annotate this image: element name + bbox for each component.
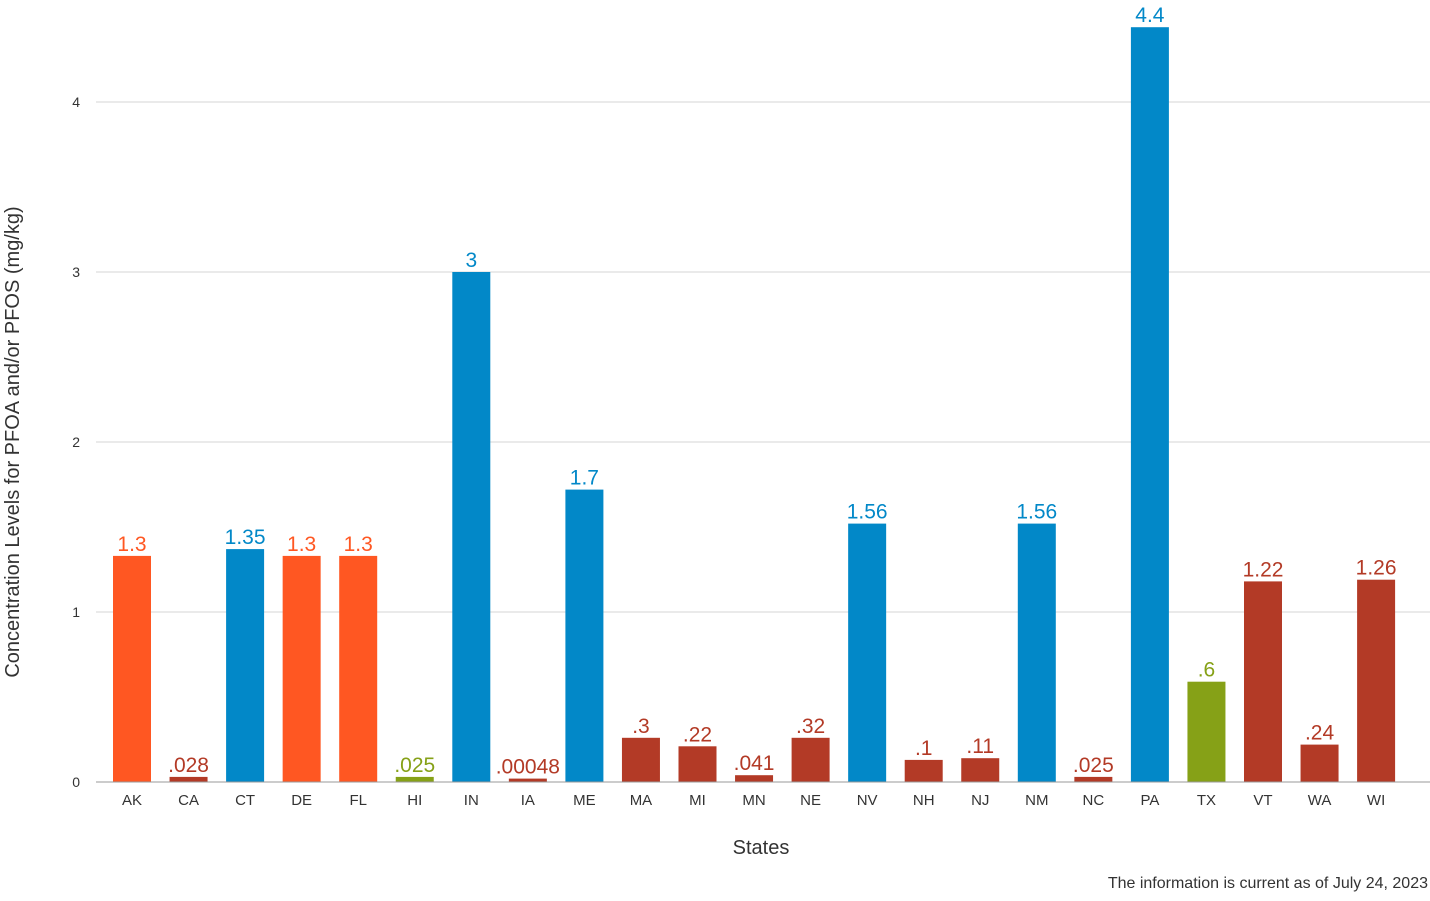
footnote: The information is current as of July 24… xyxy=(1108,875,1428,892)
bar-wi xyxy=(1357,579,1396,782)
x-tick-label: NJ xyxy=(971,792,989,809)
data-label: 1.56 xyxy=(1016,501,1057,524)
bars xyxy=(113,27,1396,782)
x-tick-label: WI xyxy=(1367,792,1385,809)
bar-mn xyxy=(735,775,774,782)
bar-ia xyxy=(508,778,547,782)
data-label: .028 xyxy=(168,754,209,777)
x-tick-label: CA xyxy=(178,792,199,809)
x-tick-label: NV xyxy=(857,792,878,809)
y-tick-label: 4 xyxy=(72,94,80,110)
y-tick-label: 1 xyxy=(72,604,80,620)
x-tick-label: VT xyxy=(1253,792,1272,809)
bar-ma xyxy=(621,737,660,782)
x-tick-label: AK xyxy=(122,792,142,809)
data-label: .11 xyxy=(966,735,994,758)
x-axis-ticks: AK CA CT DE FL HI IN IA ME MA MI MN NE NV NH NJ NM NC PA TX… xyxy=(122,792,1385,809)
x-tick-label: PA xyxy=(1140,792,1159,809)
bar-vt xyxy=(1244,581,1282,782)
x-tick-label: DE xyxy=(291,792,312,809)
x-tick-label: TX xyxy=(1197,792,1216,809)
bar-nj xyxy=(961,758,1000,782)
bar-nh xyxy=(904,759,943,782)
data-label: .22 xyxy=(683,723,712,746)
bar-fl xyxy=(339,555,378,782)
data-label: .6 xyxy=(1198,659,1216,682)
x-tick-label: IN xyxy=(464,792,479,809)
x-tick-label: NC xyxy=(1083,792,1105,809)
data-label: 1.3 xyxy=(344,533,373,556)
data-label: 1.56 xyxy=(847,501,888,524)
bar-pa xyxy=(1130,27,1169,782)
x-axis-title: States xyxy=(733,837,790,859)
bar-nm xyxy=(1017,523,1056,782)
x-tick-label: WA xyxy=(1308,792,1332,809)
data-label: 1.7 xyxy=(570,467,599,490)
x-tick-label: NM xyxy=(1025,792,1048,809)
data-label: .32 xyxy=(796,715,825,738)
x-tick-label: NH xyxy=(913,792,935,809)
bar-me xyxy=(565,489,604,782)
x-tick-label: MA xyxy=(630,792,653,809)
x-tick-label: HI xyxy=(407,792,422,809)
x-tick-label: MN xyxy=(742,792,765,809)
gridlines xyxy=(96,101,1430,613)
bar-nc xyxy=(1074,776,1113,782)
x-tick-label: FL xyxy=(349,792,367,809)
y-tick-label: 0 xyxy=(72,774,80,790)
bar-ct xyxy=(226,549,265,782)
bar-hi xyxy=(395,776,434,782)
data-label: .3 xyxy=(632,715,650,738)
data-label: .025 xyxy=(394,754,435,777)
bar-mi xyxy=(678,746,717,782)
bar-in xyxy=(452,272,491,782)
x-tick-label: NE xyxy=(800,792,821,809)
x-tick-label: ME xyxy=(573,792,596,809)
bar-ak xyxy=(113,555,151,782)
data-label: 3 xyxy=(465,249,477,272)
data-label: .041 xyxy=(734,752,775,775)
data-label: 1.22 xyxy=(1243,558,1284,581)
x-tick-label: IA xyxy=(521,792,535,809)
data-label: 4.4 xyxy=(1135,4,1165,27)
bar-ne xyxy=(791,737,830,782)
y-axis-title: Concentration Levels for PFOA and/or PFO… xyxy=(2,206,24,677)
data-label: .24 xyxy=(1305,722,1335,745)
data-label: 1.26 xyxy=(1356,557,1397,580)
y-tick-label: 2 xyxy=(72,434,80,450)
bar-ca xyxy=(169,776,208,782)
data-label: .025 xyxy=(1073,754,1114,777)
data-label: .00048 xyxy=(496,756,560,779)
y-tick-label: 3 xyxy=(72,264,80,280)
data-labels: 1.3 .028 1.35 1.3 1.3 .025 3 .00048 1.7 .3 .22 .041… xyxy=(117,4,1396,778)
y-axis-ticks: 0 1 2 3 4 xyxy=(72,94,80,790)
data-label: 1.35 xyxy=(225,526,266,549)
bar-de xyxy=(282,555,321,782)
data-label: .1 xyxy=(915,737,933,760)
data-label: 1.3 xyxy=(287,533,316,556)
bar-wa xyxy=(1300,744,1339,782)
x-tick-label: CT xyxy=(235,792,255,809)
x-tick-label: MI xyxy=(689,792,706,809)
bar-nv xyxy=(848,523,887,782)
bar-tx xyxy=(1187,681,1226,782)
data-label: 1.3 xyxy=(117,533,146,556)
